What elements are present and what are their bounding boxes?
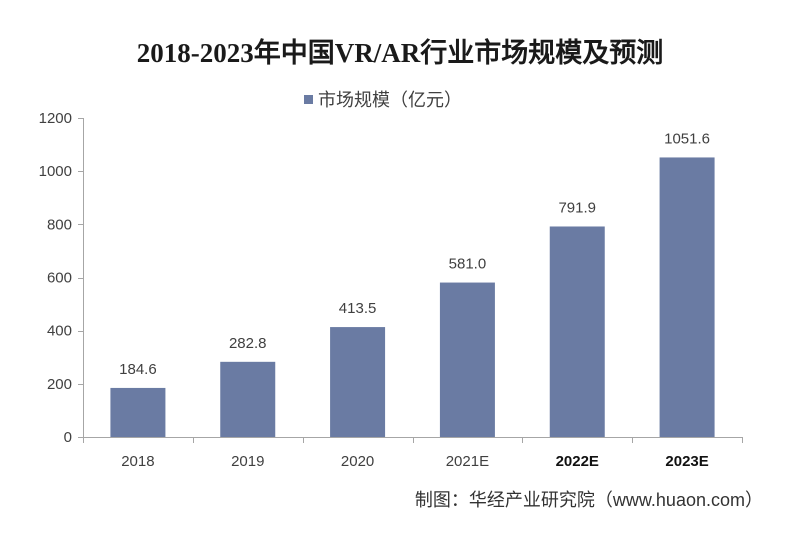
legend: 市场规模（亿元）: [304, 90, 462, 110]
data-label-2022E: 791.9: [558, 199, 596, 216]
x-tick-label-2020: 2020: [341, 453, 374, 470]
data-labels: 184.6 282.8 413.5 581.0 791.9 1051.6: [119, 130, 710, 377]
x-tick-label-2018: 2018: [121, 453, 154, 470]
bars: [110, 157, 715, 438]
x-tick-label-2021E: 2021E: [446, 453, 489, 470]
legend-label: 市场规模（亿元）: [318, 90, 462, 110]
legend-swatch: [304, 95, 313, 104]
x-tick-label-2023E: 2023E: [665, 453, 708, 470]
chart-title: 2018-2023年中国VR/AR行业市场规模及预测: [137, 37, 664, 68]
y-tick-label: 600: [47, 270, 72, 287]
y-tick-label: 1000: [39, 163, 72, 180]
y-tick-label: 800: [47, 216, 72, 233]
data-label-2018: 184.6: [119, 361, 157, 378]
data-label-2019: 282.8: [229, 335, 267, 352]
bar-2020: [330, 327, 386, 437]
y-tick-label: 400: [47, 323, 72, 340]
bar-2022E: [549, 226, 605, 437]
y-tick-label: 200: [47, 376, 72, 393]
y-tick-labels: 0 200 400 600 800 1000 1200: [39, 110, 72, 446]
bar-2018: [110, 387, 166, 437]
bar-2021E: [439, 282, 495, 437]
data-label-2023E: 1051.6: [664, 130, 710, 147]
data-label-2020: 413.5: [339, 300, 377, 317]
y-tick-label: 0: [64, 429, 72, 446]
bar-2019: [220, 361, 276, 437]
bar-2023E: [659, 157, 715, 438]
data-label-2021E: 581.0: [449, 256, 487, 273]
x-tick-label-2022E: 2022E: [556, 453, 599, 470]
source-note: 制图：华经产业研究院（www.huaon.com）: [415, 490, 763, 510]
y-tick-label: 1200: [39, 110, 72, 127]
x-tick-label-2019: 2019: [231, 453, 264, 470]
axes: [78, 118, 743, 443]
x-tick-labels: 2018 2019 2020 2021E 2022E 2023E: [121, 453, 709, 470]
